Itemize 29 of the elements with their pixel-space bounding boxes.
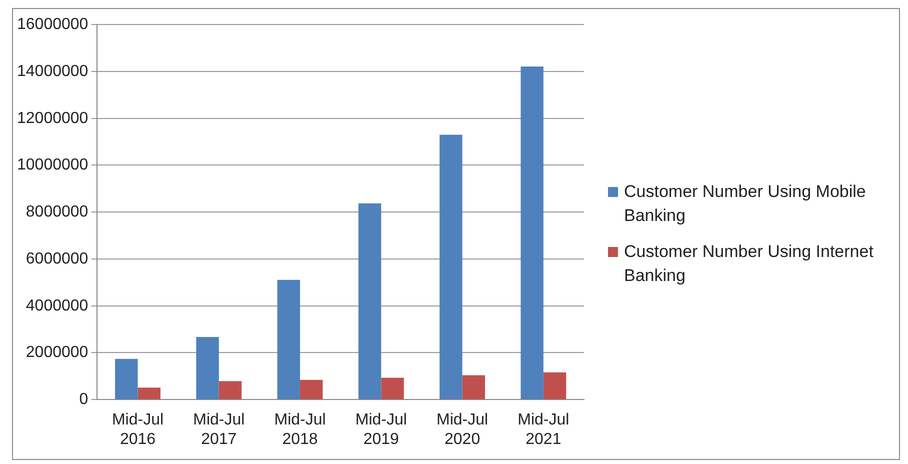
x-tick-label: Mid-Jul 2019 (355, 412, 407, 448)
y-tick-label: 0 (79, 391, 88, 408)
y-tick-label: 2000000 (26, 344, 88, 362)
x-tick-label: Mid-Jul 2020 (436, 412, 488, 448)
y-tick-label: 16000000 (17, 16, 88, 34)
bar (381, 378, 404, 400)
y-tick-label: 6000000 (26, 250, 88, 268)
bar (462, 375, 486, 400)
bar (543, 372, 566, 400)
bar (358, 203, 382, 400)
y-tick-label: 14000000 (17, 62, 88, 80)
legend-label: Customer Number Using Internet Banking (624, 241, 874, 287)
legend-label: Customer Number Using Mobile Banking (624, 181, 867, 227)
x-tick-label: Mid-Jul 2021 (518, 412, 570, 448)
bar (277, 280, 300, 400)
y-tick-label: 4000000 (26, 297, 88, 314)
bar (196, 337, 219, 400)
x-tick-label: Mid-Jul 2017 (193, 412, 245, 448)
y-tick-label: 10000000 (17, 156, 88, 174)
bar (115, 358, 138, 400)
bar (300, 380, 323, 400)
x-tick-label: Mid-Jul 2016 (112, 412, 164, 448)
y-tick-label: 12000000 (17, 110, 88, 127)
bar (218, 381, 242, 400)
bar (520, 66, 544, 400)
y-tick-label: 8000000 (26, 204, 88, 221)
bar (440, 134, 462, 400)
bar (138, 388, 160, 400)
x-tick-label: Mid-Jul 2018 (274, 412, 326, 448)
